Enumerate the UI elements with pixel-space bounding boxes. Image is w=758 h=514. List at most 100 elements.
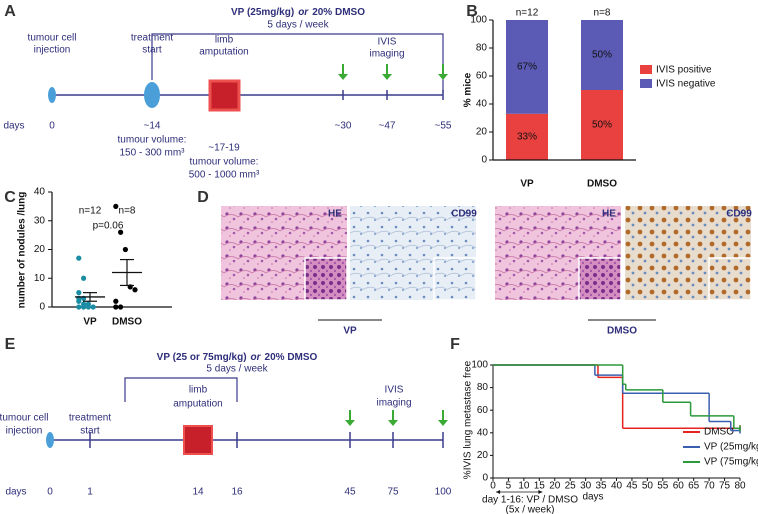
x-tick-label: 0 <box>490 481 496 492</box>
x-tick-label: 75 <box>719 481 731 492</box>
arrow-head <box>382 74 392 80</box>
data-point <box>81 275 87 281</box>
y-tick-label: 30 <box>34 215 46 226</box>
event-label: amputation <box>199 47 248 58</box>
title-part: VP (25 or 75mg/kg) <box>157 352 247 363</box>
treatment-note: day 1-16: VP / DMSO <box>482 495 578 506</box>
bar-segment <box>581 90 623 160</box>
title-part: 20% DMSO <box>265 352 318 363</box>
x-tick-label: 50 <box>642 481 654 492</box>
event-label: tumour cell <box>0 413 48 424</box>
value-label: 33% <box>517 132 537 143</box>
event-label: treatment <box>131 33 173 44</box>
y-tick-label: 0 <box>482 473 488 484</box>
timeline-title: VP (25 or 75mg/kg) or 20% DMSO <box>157 352 318 363</box>
stain-label: CD99 <box>451 209 477 220</box>
data-point <box>90 304 96 310</box>
value-label: 67% <box>517 62 537 73</box>
bracket <box>124 377 238 402</box>
days-label: days <box>5 487 26 498</box>
data-point <box>132 287 138 293</box>
days-label: days <box>3 121 24 132</box>
panel-label: F <box>450 336 460 353</box>
y-tick-label: 40 <box>476 99 488 110</box>
day-label: ~14 <box>144 121 161 132</box>
day-label: 14 <box>192 487 204 498</box>
data-point <box>113 298 119 304</box>
count-label: n=8 <box>119 206 136 217</box>
y-axis-label: %IVIS lung metastase free <box>463 360 474 479</box>
day-label: 100 <box>435 487 452 498</box>
legend-label: VP (25mg/kg) <box>704 442 758 453</box>
event-label: amputation <box>173 399 222 410</box>
category-label: DMSO <box>587 179 617 190</box>
event-label: start <box>142 45 162 56</box>
x-tick-label: 60 <box>673 481 685 492</box>
y-tick-label: 60 <box>476 71 488 82</box>
group-label: VP <box>343 326 357 337</box>
legend-label: IVIS negative <box>656 79 716 90</box>
title-part: 20% DMSO <box>312 7 365 18</box>
panel-label: C <box>4 189 16 206</box>
y-tick-label: 40 <box>34 187 46 198</box>
x-tick-label: 5 <box>506 481 512 492</box>
panel-label: D <box>197 189 209 206</box>
day-label: 75 <box>387 487 399 498</box>
micrograph-inset <box>304 257 348 301</box>
event-label: start <box>80 426 100 437</box>
y-tick-label: 80 <box>476 43 488 54</box>
title-part: or <box>251 352 262 363</box>
y-tick-label: 100 <box>470 15 487 26</box>
arrow-head <box>438 74 448 80</box>
event-label: limb <box>189 385 208 396</box>
micrograph-inset <box>708 257 752 301</box>
value-label: 50% <box>592 50 612 61</box>
x-tick-label: 80 <box>734 481 746 492</box>
y-axis-label: % mice <box>463 72 474 107</box>
amputation-marker <box>208 79 241 112</box>
event-label: injection <box>6 426 43 437</box>
data-point <box>85 304 91 310</box>
data-point <box>76 255 82 261</box>
title-part: or <box>298 7 309 18</box>
value-label: 50% <box>592 120 612 131</box>
bar-segment <box>506 113 548 160</box>
legend-swatch <box>640 65 652 74</box>
category-label: VP <box>83 317 97 328</box>
y-axis-label: number of nodules /lung <box>17 192 28 309</box>
x-tick-label: 35 <box>596 481 608 492</box>
treatment-marker <box>144 82 160 108</box>
legend-label: VP (75mg/kg) <box>704 457 758 468</box>
panel-label: B <box>466 3 478 20</box>
data-point <box>118 304 124 310</box>
x-tick-label: 65 <box>688 481 700 492</box>
x-tick-label: 45 <box>626 481 638 492</box>
timeline-subtitle: 5 days / week <box>206 364 268 375</box>
day-label: ~30 <box>335 121 352 132</box>
event-label: treatment <box>69 413 111 424</box>
title-part: VP (25mg/kg) <box>231 7 294 18</box>
y-tick-label: 60 <box>477 405 489 416</box>
data-point <box>118 229 124 235</box>
arrow-head <box>438 420 448 426</box>
data-point <box>81 304 87 310</box>
volume-note: 500 - 1000 mm³ <box>189 170 260 181</box>
day-label: 45 <box>344 487 356 498</box>
y-tick-label: 80 <box>477 382 489 393</box>
count-label: n=12 <box>516 8 539 19</box>
day-label: ~47 <box>379 121 396 132</box>
panel-label: E <box>5 336 16 353</box>
annotation: p=0.06 <box>93 221 124 232</box>
imaging-label: IVIS <box>385 385 404 396</box>
y-tick-label: 100 <box>471 360 488 371</box>
day-label: ~55 <box>435 121 452 132</box>
data-point <box>113 203 119 209</box>
event-label: tumour cell <box>28 33 77 44</box>
event-label: limb <box>215 35 234 46</box>
stain-label: CD99 <box>726 209 752 220</box>
bar-segment <box>581 20 623 90</box>
micrograph-inset <box>578 257 622 301</box>
x-tick-label: 20 <box>549 481 561 492</box>
day-label: 0 <box>47 487 53 498</box>
imaging-label: imaging <box>376 398 411 409</box>
